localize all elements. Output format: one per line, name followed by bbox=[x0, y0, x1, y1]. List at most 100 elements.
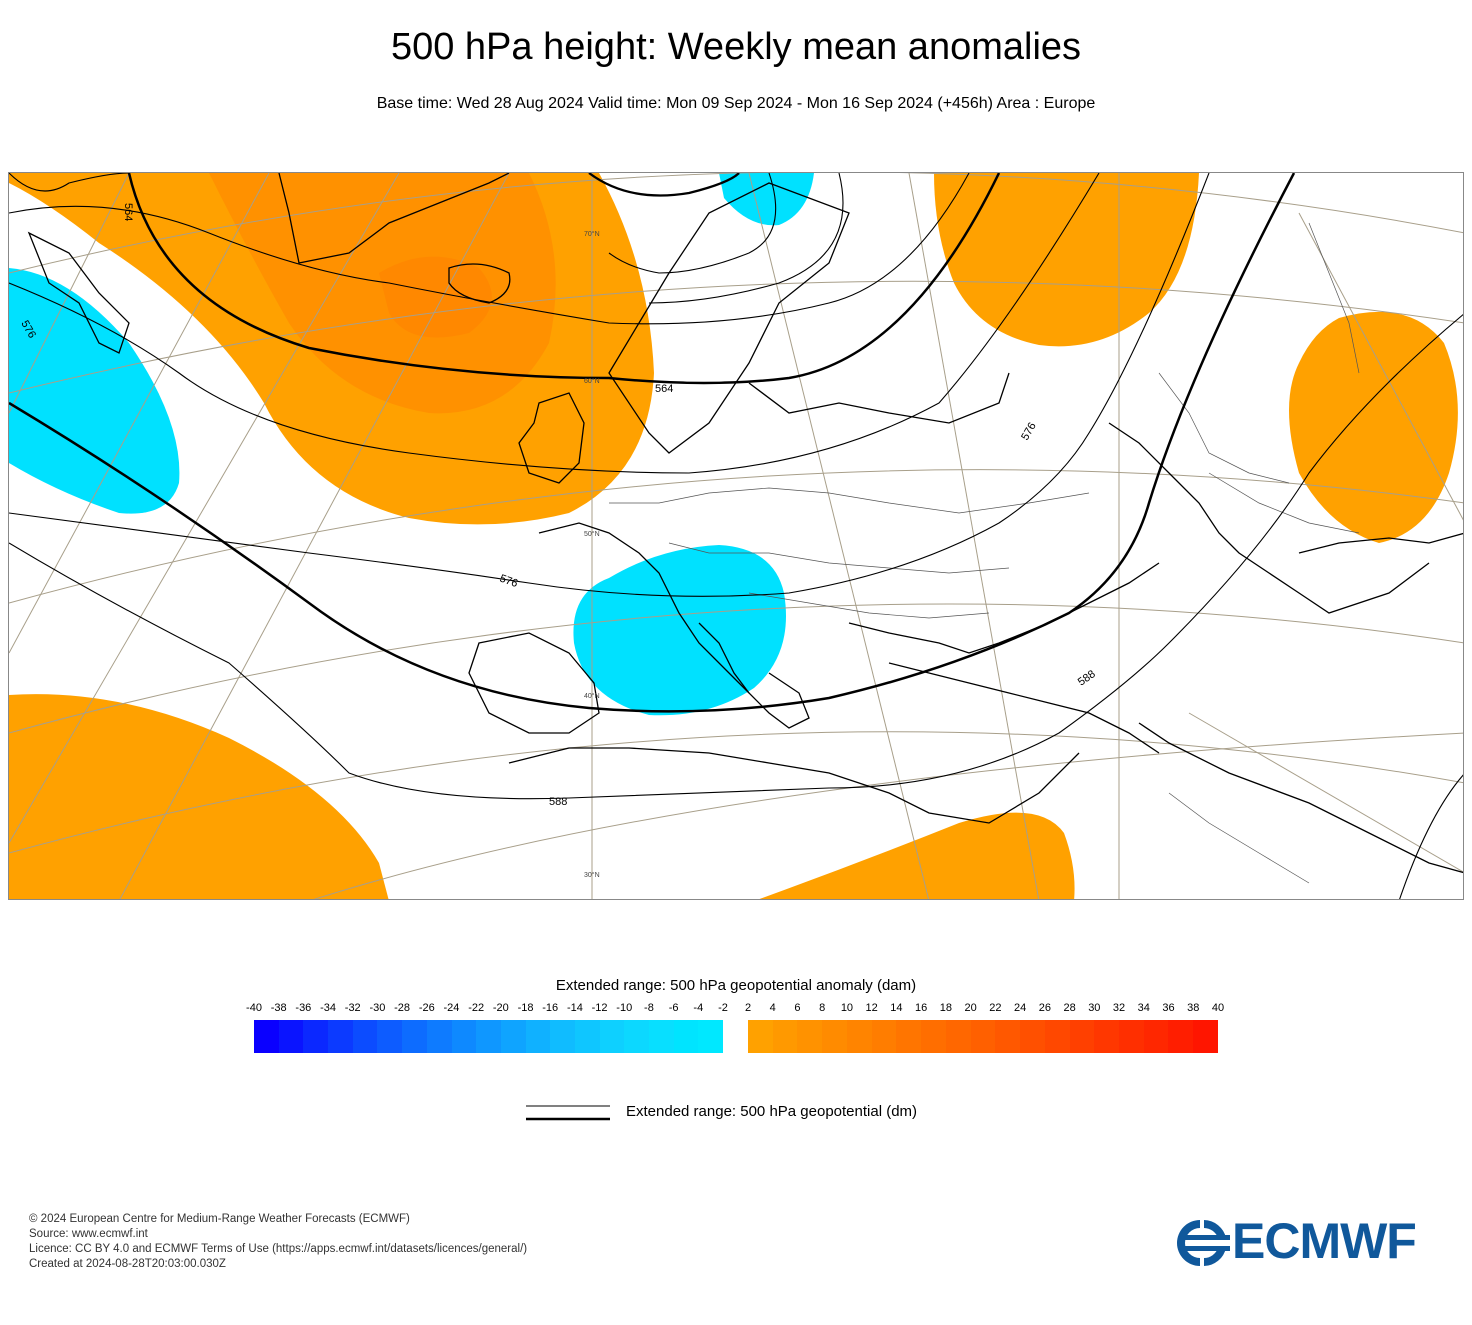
colorbar-cell bbox=[945, 1020, 971, 1053]
coastlines bbox=[27, 173, 1463, 874]
colorbar-tick-label: -36 bbox=[295, 1002, 312, 1014]
colorbar-tick-label: -10 bbox=[616, 1002, 633, 1014]
negative-anomaly-mediterranean bbox=[573, 545, 786, 716]
anomaly-map: 564 576 576 576 588 588 564 70°N 60°N 50… bbox=[8, 172, 1464, 900]
colorbar-tick-label: 6 bbox=[794, 1002, 801, 1014]
colorbar-cell bbox=[797, 1020, 823, 1053]
colorbar-tick-label: 16 bbox=[915, 1002, 928, 1014]
colorbar-tick-label: -12 bbox=[591, 1002, 608, 1014]
borders bbox=[609, 222, 1360, 884]
contour-thin-6 bbox=[608, 173, 777, 274]
colorbar-tick-label: -6 bbox=[668, 1002, 679, 1014]
negative-colorbar bbox=[254, 1020, 724, 1053]
lat-label-30: 30°N bbox=[584, 871, 600, 879]
colorbar-cell bbox=[599, 1020, 625, 1053]
colorbar-cell bbox=[822, 1020, 847, 1053]
colorbar-tick-label: 34 bbox=[1137, 1002, 1150, 1014]
colorbar-cell bbox=[352, 1020, 378, 1053]
negative-anomaly-north bbox=[719, 173, 814, 226]
positive-anomaly-iceland bbox=[379, 256, 492, 338]
chart-title: 500 hPa height: Weekly mean anomalies bbox=[390, 26, 1082, 68]
positive-anomaly-south bbox=[759, 812, 1075, 899]
colorbar-cell bbox=[254, 1020, 279, 1053]
colorbar-tick-label: -20 bbox=[492, 1002, 509, 1014]
colorbar-tick-label: -30 bbox=[369, 1002, 386, 1014]
colorbar-cell bbox=[525, 1020, 551, 1053]
positive-anomaly-southwest bbox=[9, 694, 389, 899]
colorbar-cell bbox=[698, 1020, 724, 1053]
lat-label-50: 50°N bbox=[584, 530, 600, 538]
footer-source: Source: www.ecmwf.int bbox=[29, 1228, 148, 1240]
colorbar-tick-label: 28 bbox=[1063, 1002, 1076, 1014]
contour-thin-2 bbox=[9, 173, 1100, 474]
contour-564-thick bbox=[127, 173, 1001, 385]
colorbar-tick-label: 12 bbox=[865, 1002, 878, 1014]
negative-anomaly-labrador bbox=[9, 268, 180, 514]
colorbar-cell bbox=[1119, 1020, 1144, 1053]
lat-label-40: 40°N bbox=[584, 692, 600, 700]
geopotential-line-icon bbox=[526, 1105, 610, 1121]
colorbar-tick-label: -2 bbox=[718, 1002, 728, 1014]
geopotential-contours bbox=[9, 173, 1463, 899]
contour-label: 588 bbox=[549, 796, 567, 808]
colorbar-cell bbox=[1094, 1020, 1120, 1053]
contour-thin-7 bbox=[648, 173, 844, 304]
footer-created: Created at 2024-08-28T20:03:00.030Z bbox=[29, 1258, 226, 1270]
colorbar-tick-label: -38 bbox=[270, 1002, 287, 1014]
colorbar-cell bbox=[649, 1020, 674, 1053]
colorbar-cell bbox=[426, 1020, 452, 1053]
colorbar-cell bbox=[377, 1020, 403, 1053]
colorbar-tick-label: 24 bbox=[1013, 1002, 1027, 1014]
colorbar-tick-label: 40 bbox=[1211, 1002, 1225, 1014]
colorbar-tick-label: -34 bbox=[320, 1002, 336, 1014]
anomaly-legend-ticks: -40 -38 -36 -34 -32 -30 -28 -26 -24 -22 -20 -18 -16-… bbox=[0, 1002, 1472, 1016]
colorbar-cell bbox=[896, 1020, 922, 1053]
anomaly-legend-title: Extended range: 500 hPa geopotential ano… bbox=[555, 977, 917, 994]
contour-label: 564 bbox=[122, 203, 134, 221]
geopotential-legend-label: Extended range: 500 hPa geopotential (dm… bbox=[626, 1103, 918, 1120]
colorbar-cell bbox=[451, 1020, 477, 1053]
colorbar-cell bbox=[328, 1020, 353, 1053]
colorbar-tick-label: 10 bbox=[840, 1002, 854, 1014]
colorbar-cell bbox=[303, 1020, 329, 1053]
ecmwf-logo-text: ECMWF bbox=[1232, 1213, 1417, 1269]
contour-thin-5 bbox=[588, 173, 740, 197]
colorbar-cell bbox=[278, 1020, 304, 1053]
colorbar-cell bbox=[995, 1020, 1021, 1053]
colorbar-cell bbox=[871, 1020, 897, 1053]
colorbar-cell bbox=[1044, 1020, 1070, 1053]
footer-copyright: © 2024 European Centre for Medium-Range … bbox=[29, 1213, 410, 1225]
colorbar-cell bbox=[402, 1020, 427, 1053]
contour-label: 564 bbox=[655, 383, 673, 395]
colorbar-tick-label: -4 bbox=[693, 1002, 704, 1014]
colorbar-tick-label: -26 bbox=[418, 1002, 435, 1014]
colorbar-tick-label: -28 bbox=[394, 1002, 411, 1014]
colorbar-cell bbox=[624, 1020, 649, 1053]
latitude-labels: 70°N 60°N 50°N 40°N 30°N bbox=[584, 230, 600, 879]
colorbar-cell bbox=[574, 1020, 600, 1053]
colorbar-tick-label: -18 bbox=[517, 1002, 534, 1014]
lat-label-60: 60°N bbox=[584, 377, 600, 385]
colorbar-cell bbox=[1069, 1020, 1095, 1053]
colorbar-cell bbox=[1143, 1020, 1169, 1053]
colorbar-cell bbox=[921, 1020, 946, 1053]
colorbar-tick-label: 36 bbox=[1162, 1002, 1175, 1014]
colorbar-cell bbox=[846, 1020, 872, 1053]
colorbar-tick-label: 2 bbox=[744, 1002, 752, 1014]
colorbar-tick-label: -24 bbox=[443, 1002, 460, 1014]
colorbar-tick-label: -14 bbox=[566, 1002, 583, 1014]
colorbar-tick-label: -32 bbox=[344, 1002, 361, 1014]
colorbar-tick-label: -16 bbox=[542, 1002, 559, 1014]
colorbar-cell bbox=[1020, 1020, 1045, 1053]
contour-576-thick bbox=[9, 173, 1296, 713]
contour-thin-3 bbox=[9, 173, 1210, 597]
colorbar-tick-label: -40 bbox=[246, 1002, 262, 1014]
colorbar-tick-label: -8 bbox=[644, 1002, 654, 1014]
colorbar-cell bbox=[970, 1020, 996, 1053]
contour-label: 576 bbox=[498, 573, 519, 591]
contour-label: 588 bbox=[1076, 668, 1098, 688]
positive-colorbar bbox=[748, 1020, 1218, 1053]
colorbar-tick-label: 32 bbox=[1112, 1002, 1126, 1014]
colorbar-tick-label: 22 bbox=[989, 1002, 1002, 1014]
colorbar-cell bbox=[1193, 1020, 1218, 1053]
